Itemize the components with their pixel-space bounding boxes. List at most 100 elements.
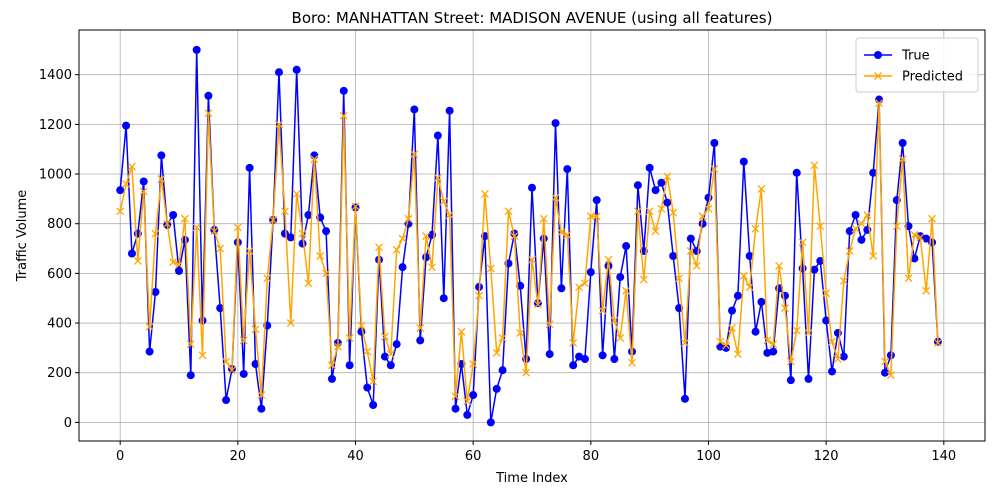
data-point bbox=[222, 357, 231, 366]
data-point bbox=[357, 321, 366, 330]
data-point bbox=[822, 316, 831, 325]
data-point bbox=[886, 351, 895, 360]
data-point bbox=[792, 326, 801, 335]
data-point bbox=[622, 286, 631, 295]
x-tick-label: 80 bbox=[583, 449, 600, 464]
x-tick-label: 100 bbox=[696, 449, 721, 464]
data-point bbox=[445, 106, 454, 115]
y-axis-title: Traffic Volume bbox=[15, 190, 30, 283]
data-point bbox=[916, 233, 925, 242]
data-point bbox=[586, 268, 595, 277]
data-point bbox=[380, 352, 389, 361]
data-point bbox=[286, 233, 295, 242]
data-point bbox=[580, 279, 589, 288]
data-point bbox=[922, 234, 931, 243]
data-point bbox=[857, 235, 866, 244]
data-point bbox=[898, 138, 907, 147]
data-point bbox=[898, 155, 907, 164]
data-point bbox=[816, 222, 825, 231]
data-point bbox=[292, 65, 301, 74]
data-point bbox=[510, 232, 519, 241]
data-point bbox=[569, 338, 578, 347]
data-point bbox=[386, 350, 395, 359]
data-point bbox=[410, 105, 419, 114]
data-point bbox=[716, 337, 725, 346]
data-point bbox=[686, 234, 695, 243]
data-point bbox=[310, 151, 319, 160]
data-point bbox=[563, 230, 572, 239]
data-point bbox=[398, 234, 407, 243]
data-point bbox=[798, 238, 807, 247]
data-point bbox=[245, 247, 254, 255]
data-point bbox=[757, 297, 766, 306]
data-point bbox=[880, 368, 889, 377]
data-point bbox=[280, 207, 289, 216]
data-point bbox=[875, 95, 884, 104]
data-point bbox=[786, 376, 795, 385]
data-point bbox=[839, 276, 848, 285]
legend-box bbox=[855, 37, 979, 93]
data-point bbox=[563, 165, 572, 174]
data-point bbox=[116, 207, 125, 216]
legend: True Predicted bbox=[855, 37, 979, 93]
data-point bbox=[645, 207, 654, 216]
data-point bbox=[804, 329, 813, 337]
data-point bbox=[522, 368, 531, 377]
data-point bbox=[869, 252, 878, 260]
data-point bbox=[386, 361, 395, 370]
data-point bbox=[127, 249, 136, 258]
data-point bbox=[686, 247, 695, 255]
data-point bbox=[327, 374, 336, 383]
data-point bbox=[239, 369, 248, 378]
data-point bbox=[310, 155, 319, 164]
data-point bbox=[292, 189, 301, 198]
data-point bbox=[169, 211, 178, 220]
data-point bbox=[669, 251, 678, 260]
data-point bbox=[651, 227, 660, 236]
x-tick-label: 120 bbox=[814, 449, 839, 464]
data-point bbox=[745, 251, 754, 260]
data-point bbox=[116, 186, 125, 195]
y-tick-label: 400 bbox=[47, 317, 72, 332]
data-point bbox=[892, 222, 901, 231]
data-point bbox=[139, 187, 148, 196]
data-point bbox=[663, 198, 672, 207]
legend-marker bbox=[874, 51, 882, 59]
data-point bbox=[463, 410, 472, 419]
data-point bbox=[139, 177, 148, 186]
data-point bbox=[751, 224, 760, 233]
data-point bbox=[533, 300, 542, 309]
data-point bbox=[698, 219, 707, 228]
data-point bbox=[298, 239, 307, 248]
data-point bbox=[433, 173, 442, 182]
data-point bbox=[704, 204, 713, 213]
data-point bbox=[380, 332, 389, 341]
legend-label: True bbox=[901, 49, 930, 64]
data-point bbox=[451, 392, 460, 401]
data-point bbox=[769, 347, 778, 356]
data-point bbox=[157, 151, 166, 160]
data-point bbox=[728, 324, 736, 332]
data-point bbox=[657, 204, 666, 213]
data-point bbox=[633, 207, 642, 216]
data-point bbox=[822, 289, 831, 298]
data-point bbox=[239, 336, 248, 345]
data-point bbox=[192, 223, 201, 232]
data-point bbox=[439, 294, 448, 303]
data-point bbox=[928, 214, 937, 223]
data-point bbox=[363, 383, 372, 392]
data-point bbox=[728, 306, 737, 315]
data-point bbox=[763, 336, 772, 345]
x-tick-label: 140 bbox=[931, 449, 956, 464]
data-point bbox=[575, 283, 584, 291]
data-point bbox=[769, 340, 778, 349]
data-point bbox=[722, 341, 731, 350]
y-tick-label: 600 bbox=[47, 267, 72, 282]
data-point bbox=[528, 183, 536, 192]
data-point bbox=[551, 193, 560, 202]
x-tick-label: 20 bbox=[230, 449, 247, 464]
data-point bbox=[569, 361, 578, 370]
data-point bbox=[298, 229, 307, 238]
data-point bbox=[127, 162, 136, 171]
